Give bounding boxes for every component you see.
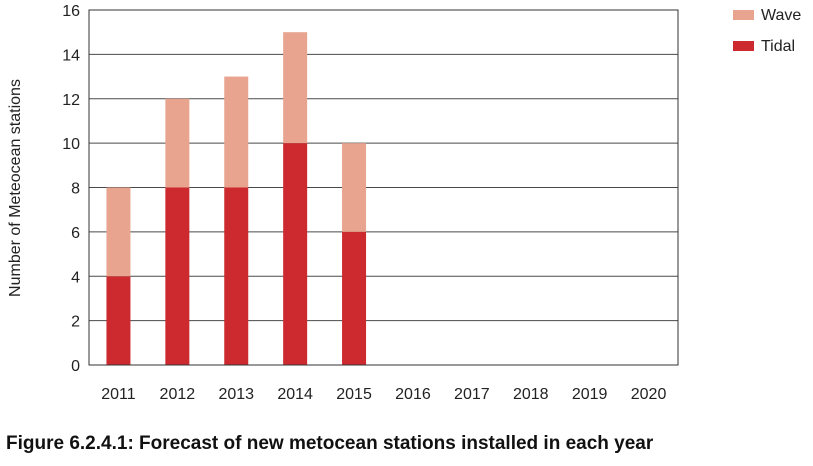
- x-tick-label: 2019: [572, 386, 608, 403]
- y-tick-label: 0: [71, 358, 80, 375]
- plot-frame: [88, 9, 679, 366]
- x-tick-label: 2016: [395, 386, 431, 403]
- legend-swatch-tidal: [733, 41, 754, 51]
- y-tick-label: 8: [71, 181, 80, 198]
- y-tick-label: 12: [62, 92, 80, 109]
- x-tick-label: 2012: [160, 386, 196, 403]
- x-tick-label: 2014: [277, 386, 313, 403]
- bar-wave-2013: [224, 76, 249, 188]
- y-tick-label: 14: [62, 47, 80, 64]
- y-tick-label: 4: [71, 269, 80, 286]
- bar-tidal-2011: [106, 276, 131, 365]
- y-axis-label: Number of Meteocean stations: [7, 79, 24, 297]
- bars: [106, 32, 367, 365]
- legend-label-tidal: Tidal: [761, 38, 795, 55]
- figure-caption: Figure 6.2.4.1: Forecast of new metocean…: [6, 433, 654, 454]
- bar-wave-2011: [106, 187, 131, 277]
- y-tick-label: 6: [71, 225, 80, 242]
- y-tick-label: 10: [62, 136, 80, 153]
- bar-tidal-2014: [283, 143, 308, 365]
- bar-wave-2014: [283, 32, 308, 144]
- bar-wave-2015: [342, 143, 367, 232]
- x-tick-label: 2011: [101, 386, 136, 403]
- y-tick-label: 16: [62, 3, 80, 20]
- legend-label-wave: Wave: [761, 7, 801, 24]
- x-tick-label: 2018: [513, 386, 549, 403]
- bar-tidal-2013: [224, 187, 249, 365]
- y-tick-label: 2: [71, 314, 80, 331]
- y-tick-labels: 0 2 4 6 8 10 12 14 16: [62, 3, 80, 375]
- legend-swatch-wave: [733, 10, 754, 20]
- x-tick-label: 2020: [631, 386, 667, 403]
- x-tick-label: 2017: [454, 386, 490, 403]
- x-tick-labels: 2011 2012 2013 2014 2015 2016 2017 2018 2019 2020: [101, 386, 666, 403]
- plot-border: [88, 9, 679, 366]
- bar-tidal-2015: [342, 231, 367, 365]
- x-tick-label: 2013: [218, 386, 254, 403]
- legend: Wave Tidal: [733, 7, 801, 55]
- bar-tidal-2012: [165, 187, 190, 365]
- x-tick-label: 2015: [336, 386, 372, 403]
- bar-wave-2012: [165, 98, 190, 188]
